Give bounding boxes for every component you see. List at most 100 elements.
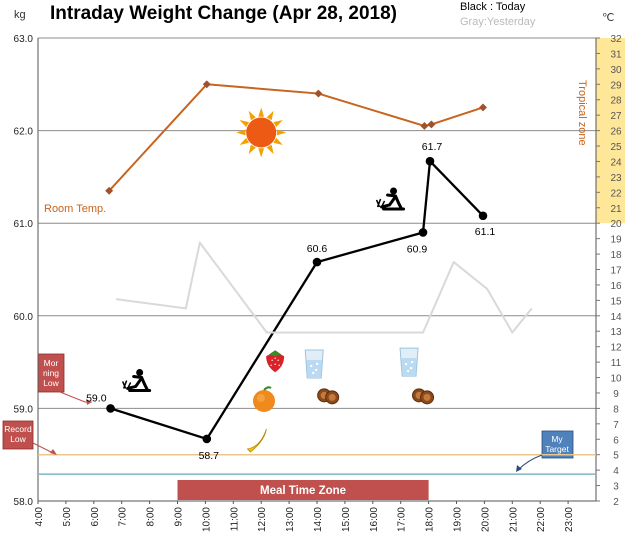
y2-tick-label: 11 <box>611 358 622 369</box>
y2-axis-unit: ℃ <box>602 12 614 24</box>
my-target-arrow <box>517 454 543 471</box>
x-tick-label: 13:00 <box>285 507 296 532</box>
tropical-zone-label: Tropical zone <box>576 80 588 146</box>
banana-icon <box>246 428 267 453</box>
y-tick-label: 60.0 <box>14 312 34 323</box>
water-glass-icon <box>304 349 324 379</box>
x-tick-label: 23:00 <box>564 507 575 532</box>
y2-tick-label: 15 <box>610 296 622 307</box>
y2-tick-label: 19 <box>610 235 622 246</box>
y2-tick-label: 26 <box>610 127 622 138</box>
y2-tick-label: 17 <box>610 266 622 277</box>
x-tick-label: 21:00 <box>508 507 519 532</box>
temp-point <box>479 103 487 112</box>
x-tick-label: 11:00 <box>229 507 240 532</box>
y-axis-unit: kg <box>14 9 26 21</box>
y2-tick-label: 30 <box>610 65 622 76</box>
strawberry-icon <box>266 350 285 373</box>
y2-tick-label: 20 <box>610 219 622 230</box>
record-low-label: Record Low <box>4 424 32 444</box>
y2-tick-label: 18 <box>610 250 622 261</box>
y2-tick-label: 4 <box>613 466 619 477</box>
data-label: 61.7 <box>422 141 443 153</box>
y2-tick-label: 29 <box>610 80 622 91</box>
water-glass-icon <box>399 347 419 377</box>
y-tick-label: 59.0 <box>14 404 34 415</box>
today-point <box>478 211 488 221</box>
record-low-line: Record <box>4 424 32 434</box>
sun-icon <box>236 107 287 158</box>
x-tick-label: 19:00 <box>453 507 464 532</box>
y2-tick-label: 21 <box>610 204 622 215</box>
cookie-icon <box>317 388 340 405</box>
record-low-box <box>2 420 34 450</box>
x-tick-label: 16:00 <box>369 507 380 532</box>
x-tick-label: 22:00 <box>536 507 547 532</box>
x-tick-label: 8:00 <box>146 507 157 527</box>
morning-low-line: Mor <box>44 358 59 368</box>
legend-today: Black : Today <box>460 1 526 13</box>
y2-tick-label: 23 <box>610 173 622 184</box>
y2-tick-label: 32 <box>610 34 622 45</box>
y-tick-label: 63.0 <box>14 34 34 45</box>
y2-tick-label: 3 <box>613 482 619 493</box>
y2-tick-label: 24 <box>610 157 622 168</box>
my-target-line: My <box>551 434 563 444</box>
morning-low-line: Low <box>43 378 59 388</box>
my-target-line: Target <box>545 444 569 454</box>
morning-low-label: Mor ning Low <box>43 358 60 388</box>
y2-tick-label: 13 <box>610 327 622 338</box>
temp-point <box>314 89 323 98</box>
y2-tick-label: 31 <box>610 49 622 60</box>
record-low-arrowhead <box>50 449 57 455</box>
data-label: 60.6 <box>307 243 328 255</box>
y2-tick-label: 10 <box>610 374 622 385</box>
today-point <box>425 156 435 166</box>
my-target-arrowhead <box>516 465 522 472</box>
x-tick-label: 17:00 <box>397 507 408 532</box>
cookie-icon <box>412 388 435 405</box>
exercise-icon <box>121 368 152 392</box>
y2-tick-label: 8 <box>613 404 619 415</box>
x-tick-label: 4:00 <box>34 507 45 527</box>
series-line-room-temp <box>108 83 484 192</box>
data-label: 60.9 <box>407 243 428 255</box>
room-temp-label: Room Temp. <box>44 203 106 215</box>
meal-time-zone-bar <box>177 480 429 500</box>
y2-tick-label: 25 <box>610 142 622 153</box>
legend-yesterday: Gray:Yesterday <box>460 16 536 28</box>
data-label: 61.1 <box>475 226 496 238</box>
orange-icon <box>252 386 275 412</box>
temp-point <box>420 122 429 130</box>
series-line-yesterday <box>115 241 533 334</box>
my-target-label: My Target <box>545 434 569 454</box>
x-tick-label: 12:00 <box>257 507 268 532</box>
y2-tick-label: 7 <box>613 420 619 431</box>
y2-tick-label: 16 <box>610 281 622 292</box>
exercise-icon <box>375 187 406 211</box>
x-tick-label: 9:00 <box>174 507 185 527</box>
series-line-today <box>110 160 484 441</box>
meal-time-zone-label: Meal Time Zone <box>260 485 346 497</box>
chart-title: Intraday Weight Change (Apr 28, 2018) <box>50 3 397 24</box>
morning-low-box <box>37 353 65 393</box>
y2-tick-label: 5 <box>613 451 619 462</box>
temp-point <box>427 120 436 129</box>
data-label: 59.0 <box>86 392 107 404</box>
record-low-line: Low <box>10 434 26 444</box>
y-tick-label: 58.0 <box>14 497 34 508</box>
y2-tick-label: 9 <box>613 389 619 400</box>
x-tick-label: 10:00 <box>201 507 212 532</box>
y2-tick-label: 12 <box>610 343 622 354</box>
data-label: 58.7 <box>199 450 220 462</box>
x-tick-label: 7:00 <box>118 507 129 527</box>
y2-tick-label: 6 <box>613 435 619 446</box>
today-point <box>418 228 428 237</box>
temp-point <box>105 186 114 195</box>
today-point <box>106 404 115 413</box>
x-tick-label: 14:00 <box>313 507 324 532</box>
tropical-zone-band <box>596 38 625 224</box>
x-tick-label: 5:00 <box>62 507 73 527</box>
y2-tick-label: 22 <box>610 188 622 199</box>
